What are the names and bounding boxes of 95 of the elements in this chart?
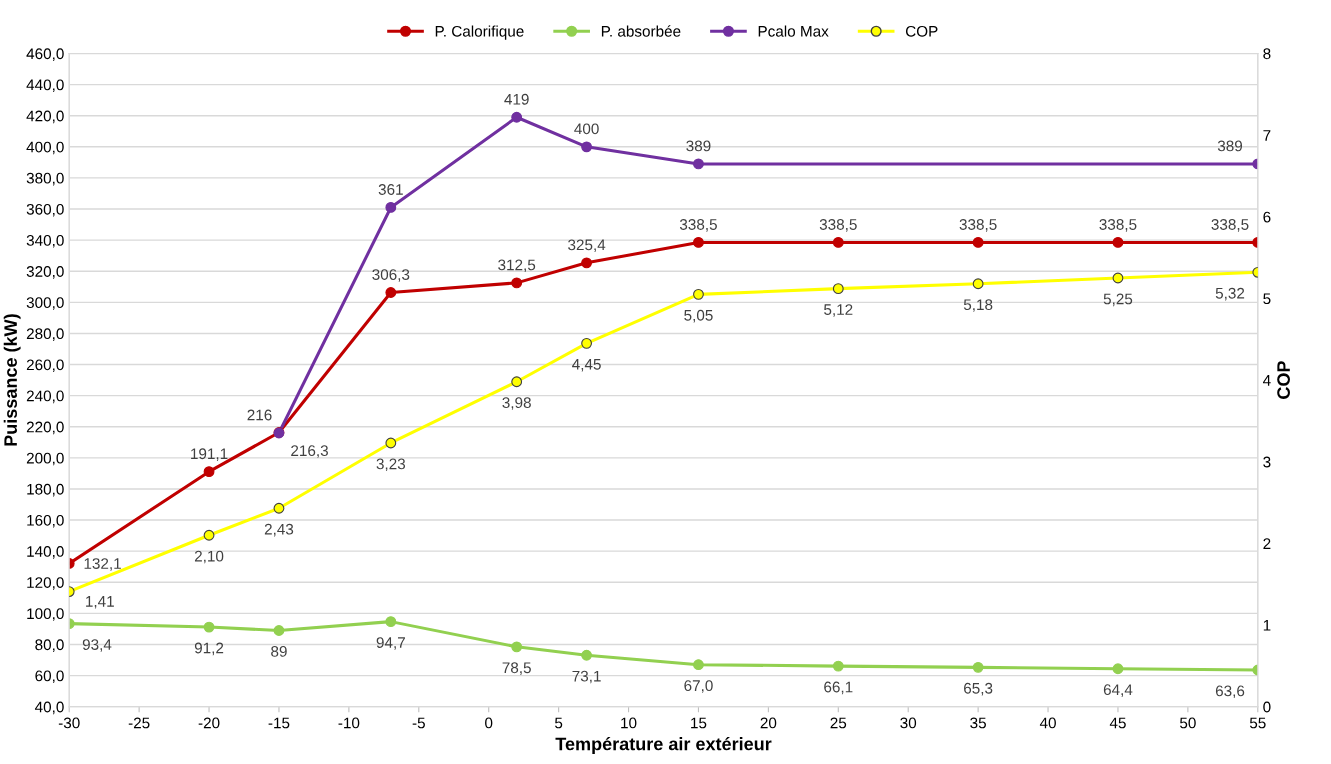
legend-label: P. absorbée [601, 25, 681, 37]
data-label: 338,5 [1099, 219, 1137, 232]
x-tick-label: 40 [1039, 717, 1056, 729]
y-tick-label: 60,0 [35, 670, 64, 684]
data-label: 216 [247, 409, 272, 421]
y-tick-label: 400,0 [26, 141, 64, 155]
data-label: 63,6 [1215, 685, 1245, 699]
y-tick-label: 120,0 [27, 577, 64, 590]
data-label: 5,18 [963, 299, 993, 312]
x-tick-label: -30 [58, 717, 80, 729]
data-label: 3,23 [376, 458, 406, 472]
data-label: 91,2 [194, 642, 224, 656]
data-label: 4,45 [572, 359, 601, 372]
y-tick-label: 140,0 [27, 546, 64, 559]
y-tick-label: 240,0 [26, 390, 64, 404]
x-tick-label: -20 [198, 717, 220, 729]
x-tick-label: 30 [900, 717, 917, 729]
y-axis-title: Puissance (kW) [3, 314, 21, 446]
data-label: 93,4 [82, 639, 112, 652]
data-label: 389 [686, 140, 711, 152]
y-tick-label: 180,0 [27, 483, 64, 497]
data-label: 361 [378, 184, 403, 195]
x-tick-label: -10 [338, 717, 360, 729]
data-label: 400 [574, 123, 599, 135]
x-tick-label: 45 [1109, 717, 1126, 729]
data-label: 64,4 [1103, 684, 1133, 697]
y-tick-label: 40,0 [34, 701, 64, 715]
x-tick-label: 25 [830, 717, 847, 729]
data-label: 306,3 [372, 269, 410, 282]
data-label: 66,1 [824, 681, 853, 695]
y-tick-label: 320,0 [26, 266, 64, 279]
y2-tick-label: 8 [1263, 48, 1271, 60]
data-label: 5,32 [1215, 287, 1245, 301]
y2-tick-label: 0 [1263, 701, 1271, 713]
data-label: 78,5 [502, 662, 531, 675]
data-label: 191,1 [191, 448, 228, 461]
x-tick-label: -5 [412, 717, 425, 729]
x-tick-label: 15 [691, 717, 707, 729]
y2-tick-label: 3 [1263, 456, 1271, 468]
y-tick-label: 380,0 [26, 172, 64, 186]
y2-tick-label: 5 [1263, 293, 1271, 305]
data-label: 338,5 [1211, 219, 1249, 232]
data-label: 325,4 [568, 239, 606, 253]
data-label: 132,1 [84, 558, 121, 571]
y-tick-label: 100,0 [27, 608, 64, 621]
y-tick-label: 160,0 [27, 514, 64, 528]
data-label: 73,1 [572, 670, 601, 684]
y-tick-label: 260,0 [26, 359, 64, 373]
y-tick-label: 280,0 [26, 328, 64, 341]
y-tick-label: 300,0 [26, 297, 64, 310]
x-tick-label: 50 [1179, 717, 1196, 729]
y-tick-label: 220,0 [26, 421, 64, 435]
data-label: 2,10 [194, 550, 224, 564]
x-tick-label: 55 [1249, 717, 1266, 729]
y-tick-label: 360,0 [26, 203, 64, 217]
y-tick-label: 200,0 [26, 452, 64, 466]
data-label: 67,0 [684, 680, 713, 693]
data-label: 5,25 [1103, 293, 1133, 307]
y-tick-label: 420,0 [26, 110, 64, 124]
y-tick-label: 440,0 [26, 79, 64, 93]
x-tick-label: 35 [970, 717, 986, 729]
y-tick-label: 340,0 [26, 234, 64, 248]
legend-label: P. Calorifique [435, 25, 524, 40]
data-label: 65,3 [964, 682, 993, 696]
data-label: 5,12 [824, 304, 853, 317]
data-label: 419 [504, 93, 529, 105]
x-tick-label: 5 [554, 717, 563, 729]
data-label: 2,43 [264, 523, 294, 537]
x-axis-title: Température air extérieur [555, 736, 772, 754]
y2-tick-label: 7 [1263, 130, 1271, 141]
y-tick-label: 460,0 [26, 48, 64, 61]
x-tick-label: -25 [128, 717, 150, 729]
data-label: 312,5 [498, 259, 536, 273]
x-tick-label: -15 [268, 717, 290, 729]
legend-label: Pcalo Max [758, 25, 829, 37]
y2-tick-label: 1 [1263, 620, 1271, 631]
y2-tick-label: 4 [1263, 375, 1271, 386]
x-tick-label: 0 [485, 717, 493, 729]
data-label: 89 [271, 646, 287, 657]
data-label: 389 [1217, 140, 1243, 152]
y-tick-label: 80,0 [35, 639, 64, 652]
data-label: 338,5 [959, 219, 997, 232]
y2-tick-label: 2 [1263, 538, 1271, 549]
data-label: 94,7 [376, 637, 405, 650]
y2-tick-label: 6 [1263, 211, 1271, 223]
legend-label: COP [905, 25, 938, 37]
data-label: 338,5 [819, 219, 857, 232]
y2-axis-title: COP [1277, 361, 1290, 399]
x-tick-label: 10 [621, 717, 637, 729]
data-label: 216,3 [291, 445, 328, 458]
data-label: 1,41 [86, 596, 114, 609]
data-label: 3,98 [502, 397, 531, 410]
x-tick-label: 20 [760, 717, 777, 729]
data-label: 338,5 [679, 219, 717, 232]
data-label: 5,05 [684, 309, 713, 323]
